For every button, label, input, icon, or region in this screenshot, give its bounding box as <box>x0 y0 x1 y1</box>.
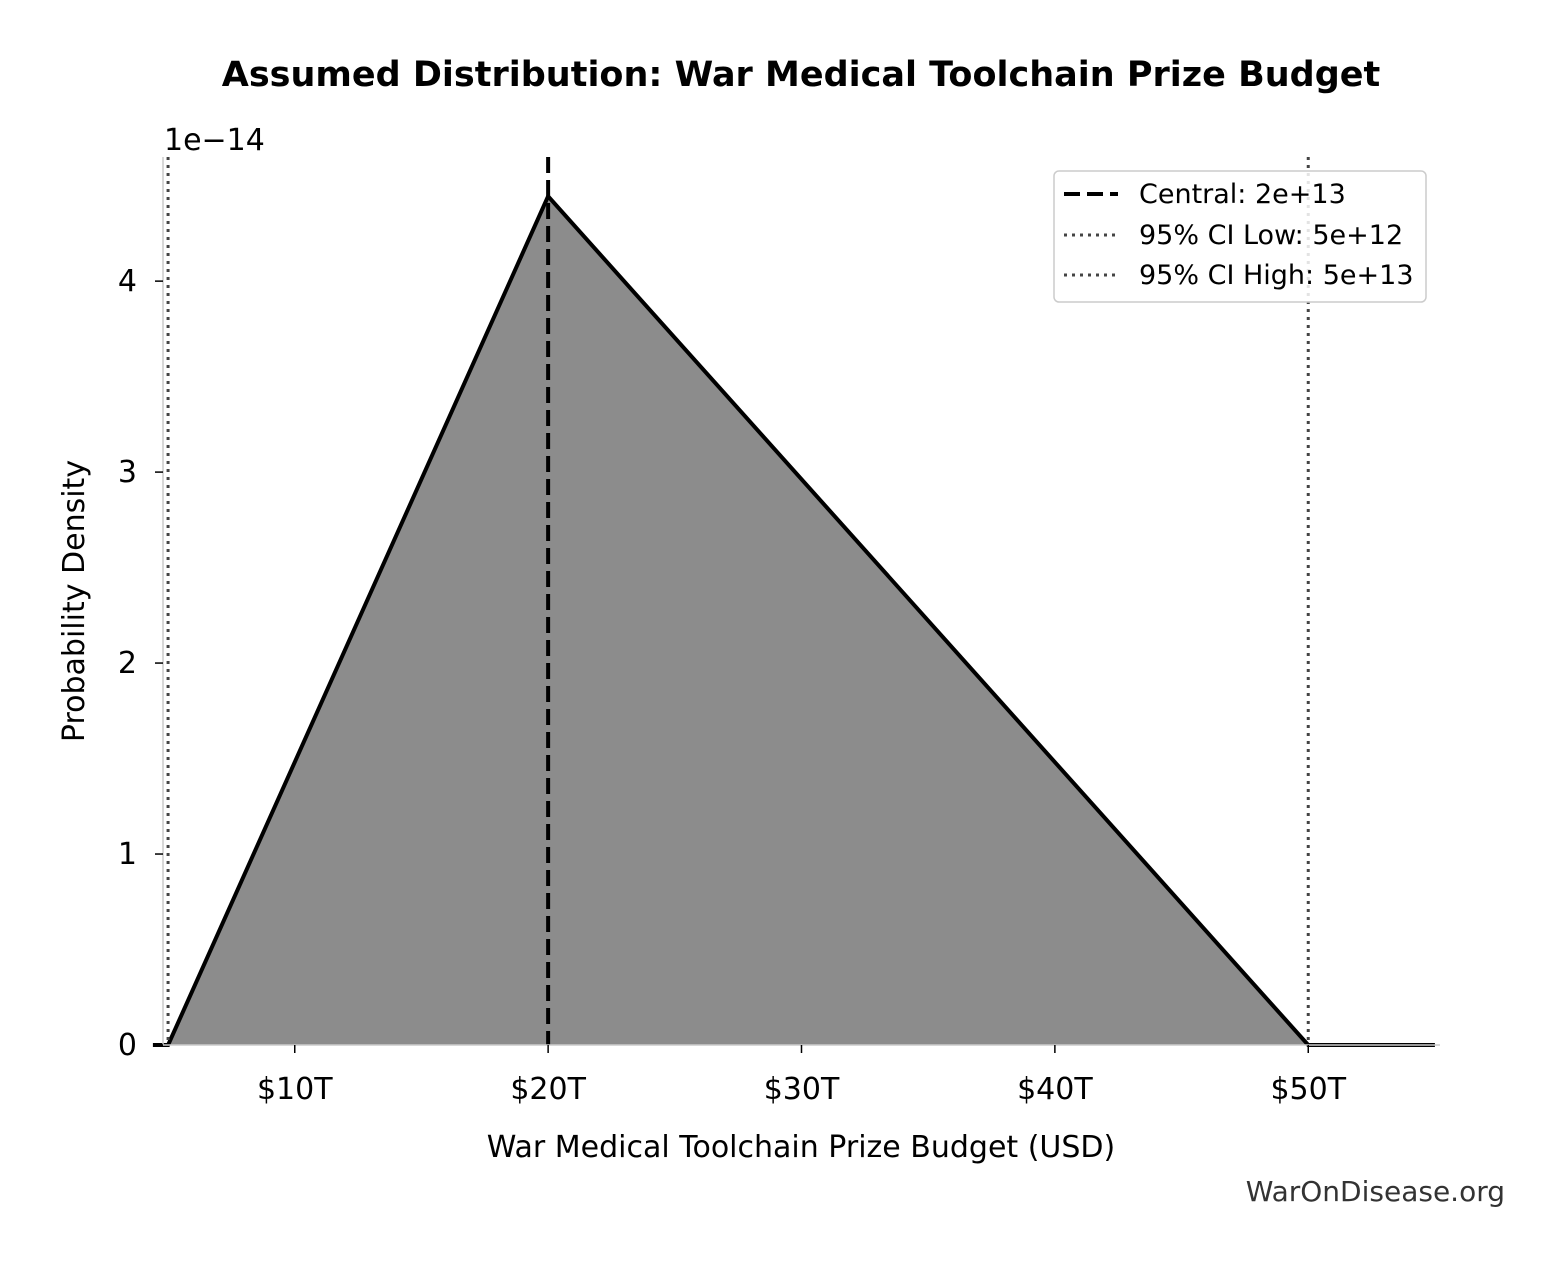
y-ticks: 0 1 2 3 4 <box>118 264 163 1063</box>
y-tick-label: 2 <box>118 646 137 681</box>
legend-box <box>1053 170 1427 303</box>
x-tick-label: $50T <box>1270 1072 1346 1107</box>
x-tick-label: $20T <box>510 1072 586 1107</box>
y-tick-label: 1 <box>118 837 137 872</box>
y-offset-label: 1e−14 <box>164 123 265 158</box>
legend-label-ci-low: 95% CI Low: 5e+12 <box>1139 220 1403 251</box>
x-tick-label: $10T <box>257 1072 333 1107</box>
legend-label-central: Central: 2e+13 <box>1139 179 1346 210</box>
y-axis-label: Probability Density <box>57 460 92 742</box>
chart-title: Assumed Distribution: War Medical Toolch… <box>222 55 1381 95</box>
y-tick-label: 0 <box>118 1028 137 1063</box>
density-area-0 <box>152 196 1435 1046</box>
x-axis-label: War Medical Toolchain Prize Budget (USD) <box>487 1130 1115 1165</box>
y-tick-label: 3 <box>118 455 137 490</box>
watermark: WarOnDisease.org <box>1246 1175 1505 1208</box>
legend: Central: 2e+13 95% CI Low: 5e+12 95% CI … <box>1053 170 1427 303</box>
legend-label-ci-high: 95% CI High: 5e+13 <box>1139 260 1414 291</box>
x-tick-label: $40T <box>1017 1072 1093 1107</box>
x-ticks: $10T $20T $30T $40T $50T <box>257 1045 1347 1107</box>
x-tick-label: $30T <box>764 1072 840 1107</box>
y-tick-label: 4 <box>118 264 137 299</box>
